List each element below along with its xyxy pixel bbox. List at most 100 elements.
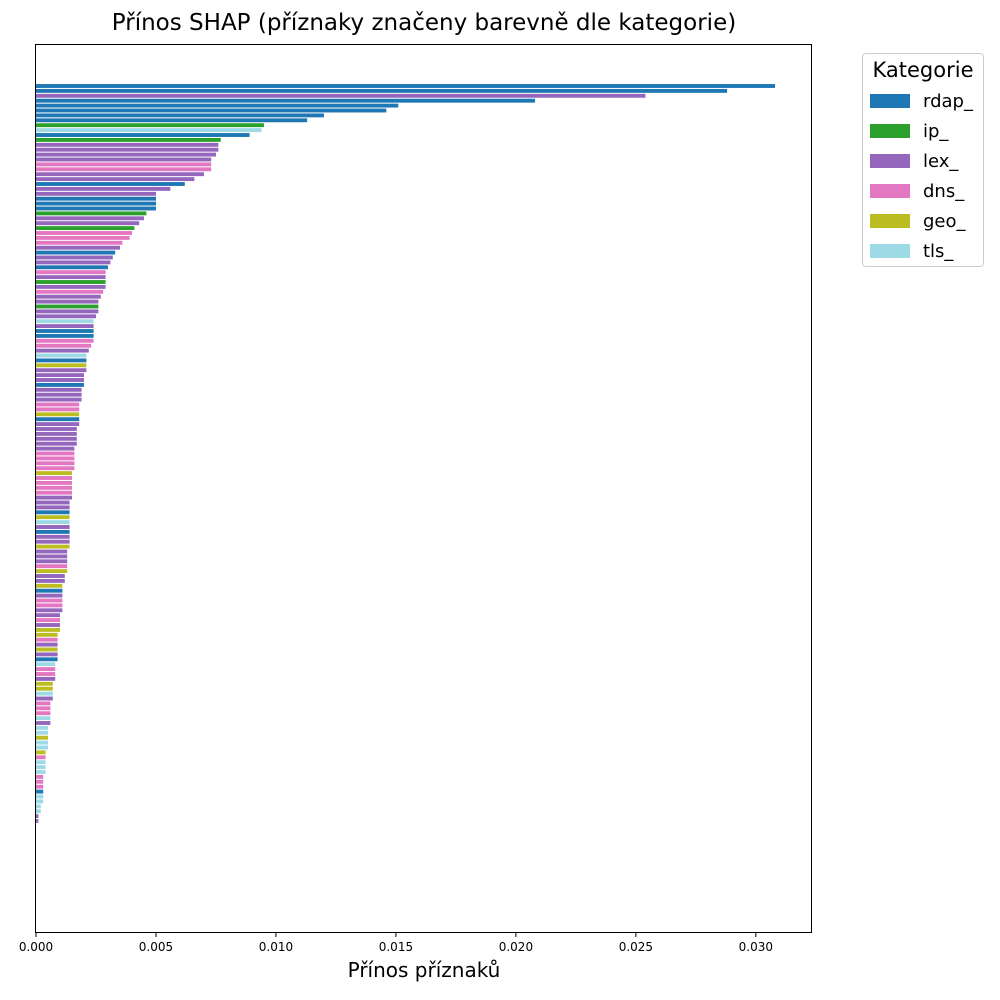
legend-item-rdap: rdap_	[870, 90, 973, 112]
bar-lex-45	[36, 299, 99, 304]
bar-dns-106	[36, 598, 63, 603]
x-tick-label: 0.010	[259, 940, 293, 954]
bar-lex-22	[36, 186, 171, 191]
bar-rdap-145	[36, 789, 44, 794]
bar-lex-65	[36, 397, 82, 402]
bar-dns-32	[36, 235, 130, 240]
bar-lex-74	[36, 441, 77, 446]
bar-dns-76	[36, 451, 75, 456]
legend-swatch	[870, 184, 910, 198]
bar-lex-61	[36, 378, 84, 382]
bar-dns-120	[36, 667, 56, 672]
legend-item-lex: lex_	[870, 150, 958, 172]
bar-rdap-62	[36, 382, 84, 387]
bar-rdap-52	[36, 333, 94, 338]
bar-dns-138	[36, 755, 46, 760]
bar-lex-36	[36, 255, 113, 260]
bar-lex-97	[36, 554, 68, 559]
bar-dns-84	[36, 490, 72, 495]
bar-rdap-25	[36, 201, 156, 206]
bar-dns-17	[36, 162, 212, 167]
bar-lex-87	[36, 505, 70, 510]
bar-geo-134	[36, 735, 48, 740]
bar-dns-67	[36, 407, 80, 412]
bar-tls-133	[36, 730, 48, 735]
bar-dns-82	[36, 480, 72, 485]
bar-rdap-35	[36, 250, 116, 255]
legend-swatch	[870, 154, 910, 168]
bar-dns-53	[36, 338, 94, 343]
bar-lex-59	[36, 368, 87, 373]
bar-tls-90	[36, 520, 70, 525]
bar-dns-121	[36, 672, 56, 676]
bar-geo-103	[36, 583, 63, 588]
x-axis-ticks: 0.000 0.005 0.010 0.015 0.020 0.025 0.030	[19, 933, 773, 954]
bar-lex-111	[36, 623, 60, 627]
bar-rdap-92	[36, 529, 70, 534]
bar-lex-20	[36, 177, 195, 182]
bar-dns-54	[36, 343, 92, 348]
bar-lex-28	[36, 216, 144, 221]
bar-dns-78	[36, 461, 75, 466]
bar-tls-146	[36, 794, 44, 799]
bar-lex-115	[36, 642, 58, 647]
bar-rdap-5	[36, 103, 399, 108]
bar-dns-43	[36, 289, 104, 294]
bar-lex-50	[36, 324, 94, 329]
x-axis-label: Přínos příznaků	[347, 958, 501, 982]
bar-lex-151	[36, 819, 39, 823]
bar-lex-109	[36, 613, 60, 618]
bar-dns-107	[36, 603, 63, 608]
legend-title: Kategorie	[872, 58, 974, 82]
bar-lex-60	[36, 373, 84, 378]
bar-tls-140	[36, 765, 46, 770]
bar-tls-125	[36, 691, 53, 696]
bar-lex-44	[36, 294, 101, 299]
bar-lex-70	[36, 422, 80, 427]
bar-lex-16	[36, 157, 212, 162]
bar-ip-30	[36, 226, 135, 231]
bar-dns-77	[36, 456, 75, 461]
bar-dns-127	[36, 701, 51, 706]
bar-lex-75	[36, 446, 75, 451]
bar-tls-130	[36, 716, 51, 721]
bar-geo-116	[36, 647, 58, 652]
bar-rdap-8	[36, 118, 308, 123]
legend-item-tls: tls_	[870, 240, 953, 262]
bar-rdap-6	[36, 108, 387, 113]
bar-ip-12	[36, 137, 221, 142]
bar-tls-147	[36, 799, 44, 804]
legend-label: rdap_	[923, 90, 973, 112]
bar-dns-31	[36, 231, 132, 235]
legend-label: geo_	[923, 210, 966, 232]
bar-geo-58	[36, 363, 87, 368]
bar-rdap-11	[36, 133, 250, 137]
legend: Kategorie rdap_ ip_ lex_ dns_ geo_ tls_	[862, 53, 984, 267]
legend-label: ip_	[923, 120, 949, 142]
bar-lex-40	[36, 275, 106, 280]
x-tick-label: 0.000	[19, 940, 53, 954]
legend-swatch	[870, 244, 910, 258]
bar-rdap-38	[36, 265, 108, 270]
bar-lex-108	[36, 608, 63, 613]
bar-dns-18	[36, 167, 212, 172]
bar-lex-29	[36, 221, 140, 226]
bar-rdap-24	[36, 196, 156, 201]
bar-lex-94	[36, 539, 70, 544]
bar-tls-149	[36, 809, 41, 814]
bar-dns-66	[36, 402, 80, 407]
bar-geo-124	[36, 686, 53, 691]
bar-geo-80	[36, 471, 72, 476]
bar-lex-55	[36, 348, 89, 353]
bar-lex-102	[36, 578, 65, 583]
bar-lex-42	[36, 284, 106, 289]
bar-geo-113	[36, 632, 58, 637]
bar-lex-71	[36, 427, 77, 431]
bar-lex-73	[36, 436, 77, 441]
bar-lex-14	[36, 147, 219, 152]
bar-lex-72	[36, 431, 77, 436]
bar-lex-34	[36, 245, 120, 250]
bar-tls-139	[36, 760, 46, 765]
bar-lex-13	[36, 142, 219, 147]
bar-lex-47	[36, 309, 99, 314]
